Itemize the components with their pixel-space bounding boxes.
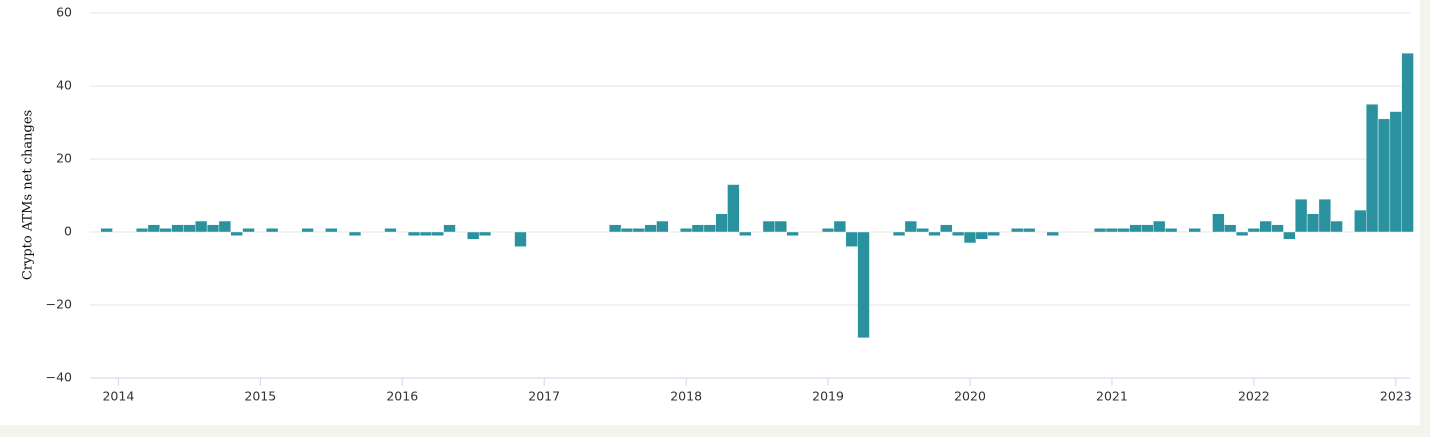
y-axis-label: Crypto ATMs net changes bbox=[21, 110, 36, 280]
bar bbox=[1224, 224, 1237, 233]
plot-background bbox=[0, 0, 1420, 425]
y-tick-label: −20 bbox=[46, 297, 72, 312]
bar bbox=[183, 224, 196, 233]
x-tick-label: 2016 bbox=[386, 389, 418, 404]
bar bbox=[478, 231, 492, 236]
bar bbox=[514, 231, 527, 247]
bar bbox=[715, 213, 728, 233]
bar bbox=[987, 231, 1000, 236]
x-tick-label: 2015 bbox=[244, 389, 276, 404]
bar bbox=[1129, 224, 1142, 233]
x-tick-label: 2017 bbox=[528, 389, 560, 404]
bar bbox=[1377, 118, 1391, 233]
x-tick-label: 2022 bbox=[1238, 389, 1270, 404]
bar bbox=[620, 228, 634, 233]
bar bbox=[1354, 209, 1367, 233]
bar bbox=[242, 228, 255, 233]
bar bbox=[1259, 220, 1272, 233]
bar bbox=[975, 231, 988, 240]
bar bbox=[833, 220, 846, 233]
bar bbox=[301, 228, 314, 233]
bar bbox=[171, 224, 184, 233]
bar bbox=[1212, 213, 1225, 233]
bar bbox=[1165, 228, 1178, 233]
bar bbox=[845, 231, 858, 247]
bar bbox=[904, 220, 917, 233]
x-tick-label: 2014 bbox=[102, 389, 134, 404]
bar bbox=[857, 231, 870, 339]
bar bbox=[1330, 220, 1343, 233]
bar bbox=[1306, 213, 1320, 233]
bar bbox=[467, 231, 480, 240]
bar bbox=[821, 228, 835, 233]
x-tick-label: 2020 bbox=[954, 389, 986, 404]
bar bbox=[632, 228, 645, 233]
bar bbox=[644, 224, 657, 233]
bar bbox=[159, 228, 172, 233]
bar bbox=[431, 231, 444, 236]
x-tick-label: 2019 bbox=[812, 389, 844, 404]
bar bbox=[1271, 224, 1284, 233]
bar bbox=[195, 220, 208, 233]
bar bbox=[916, 228, 929, 233]
bar bbox=[1283, 231, 1296, 240]
x-tick-label: 2023 bbox=[1380, 389, 1412, 404]
y-tick-label: −40 bbox=[46, 370, 72, 385]
bar bbox=[762, 220, 775, 233]
bar bbox=[348, 231, 362, 236]
bar bbox=[1153, 220, 1166, 233]
bar bbox=[1318, 198, 1331, 233]
bar bbox=[265, 228, 279, 233]
bar bbox=[928, 231, 941, 236]
bar bbox=[1094, 228, 1107, 233]
bar bbox=[1365, 104, 1379, 233]
bar bbox=[206, 224, 220, 233]
bar bbox=[727, 184, 740, 233]
bar bbox=[609, 224, 622, 233]
bar bbox=[963, 231, 977, 244]
bar bbox=[892, 231, 906, 236]
bar bbox=[656, 220, 669, 233]
bar bbox=[680, 228, 693, 233]
bar bbox=[1023, 228, 1036, 233]
bar bbox=[1295, 198, 1308, 233]
bar bbox=[1141, 224, 1154, 233]
bar bbox=[786, 231, 799, 236]
bar bbox=[419, 231, 433, 236]
bar bbox=[407, 231, 421, 236]
x-tick-label: 2018 bbox=[670, 389, 702, 404]
bar bbox=[739, 231, 752, 236]
bar bbox=[1247, 228, 1260, 233]
bar bbox=[147, 224, 160, 233]
y-tick-label: 0 bbox=[64, 224, 72, 239]
y-tick-label: 40 bbox=[56, 78, 72, 93]
bar bbox=[384, 228, 397, 233]
bar bbox=[100, 228, 113, 233]
bar bbox=[1389, 111, 1402, 233]
bar bbox=[1105, 228, 1119, 233]
bar bbox=[703, 224, 716, 233]
y-tick-label: 20 bbox=[56, 151, 72, 166]
bar bbox=[774, 220, 787, 233]
bar bbox=[691, 224, 705, 233]
bar bbox=[218, 220, 231, 233]
bar bbox=[443, 224, 456, 233]
y-tick-label: 60 bbox=[56, 5, 72, 20]
bar bbox=[1188, 228, 1201, 233]
bar bbox=[1401, 52, 1414, 233]
bar bbox=[952, 231, 965, 236]
bar bbox=[1235, 231, 1249, 236]
bar bbox=[135, 228, 149, 233]
bar bbox=[1046, 231, 1059, 236]
bar bbox=[1011, 228, 1024, 233]
bar bbox=[230, 231, 243, 236]
bar bbox=[325, 228, 338, 233]
x-tick-label: 2021 bbox=[1096, 389, 1128, 404]
bar bbox=[940, 224, 953, 233]
bar bbox=[1117, 228, 1130, 233]
